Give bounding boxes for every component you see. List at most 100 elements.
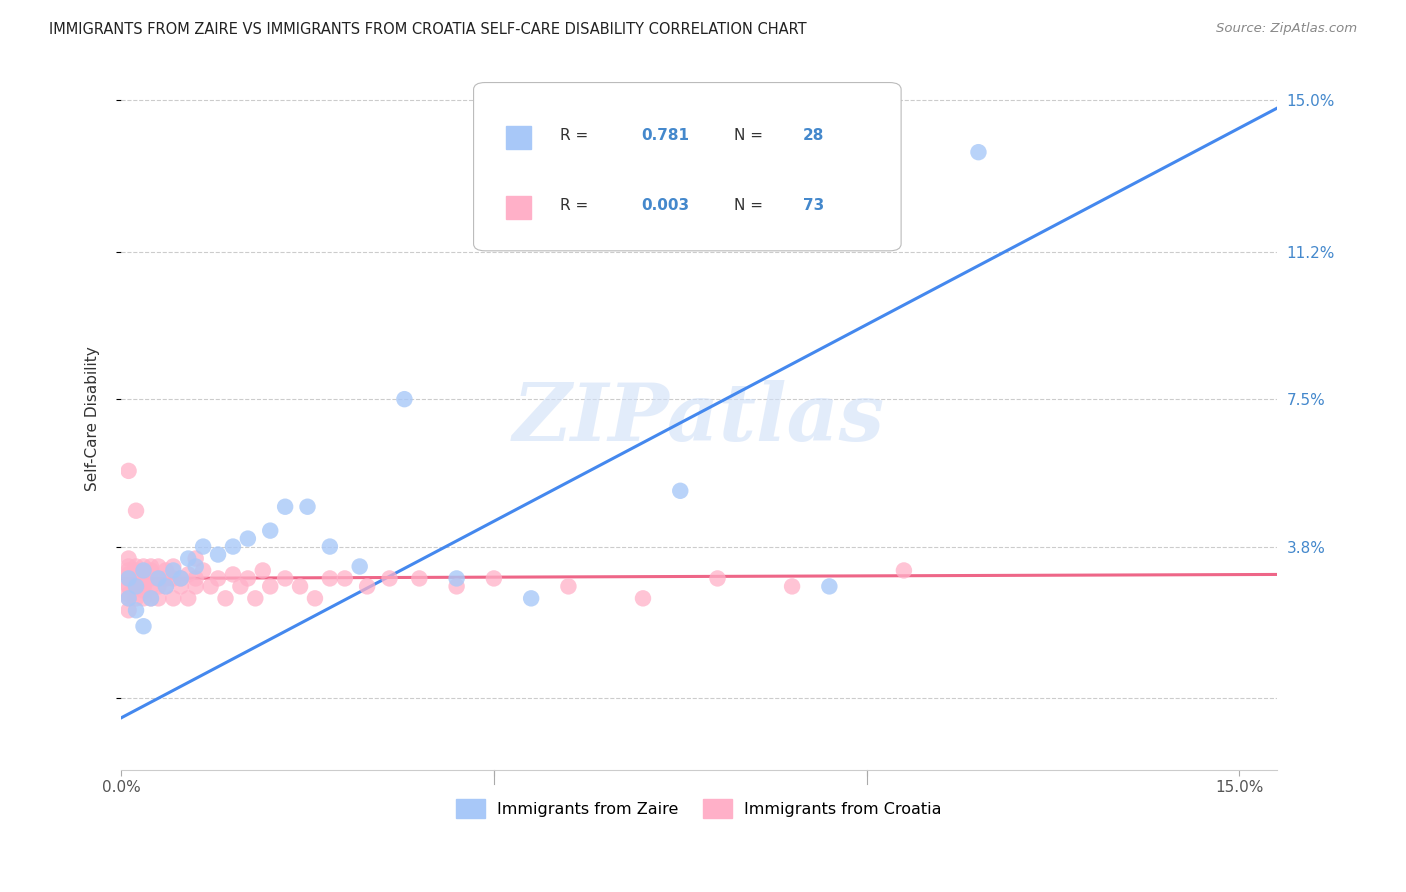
Point xyxy=(177,551,200,566)
Text: N =: N = xyxy=(734,198,768,212)
Point xyxy=(780,579,803,593)
Point xyxy=(117,591,139,606)
Point xyxy=(162,559,184,574)
Point xyxy=(229,579,252,593)
Point xyxy=(631,591,654,606)
Point xyxy=(214,591,236,606)
Point xyxy=(117,579,139,593)
Point xyxy=(222,540,245,554)
Point xyxy=(132,571,155,585)
Point xyxy=(236,532,259,546)
Point xyxy=(191,540,214,554)
Point xyxy=(125,564,148,578)
Point xyxy=(349,559,371,574)
FancyBboxPatch shape xyxy=(474,83,901,251)
Point xyxy=(967,145,990,160)
Point xyxy=(162,571,184,585)
Point xyxy=(148,579,170,593)
Text: 28: 28 xyxy=(803,128,824,143)
Point xyxy=(222,567,245,582)
Point xyxy=(132,591,155,606)
Point xyxy=(139,564,162,578)
Point xyxy=(200,579,222,593)
Point xyxy=(408,571,430,585)
Text: 0.781: 0.781 xyxy=(641,128,689,143)
Point xyxy=(259,579,281,593)
Point xyxy=(184,559,207,574)
Point xyxy=(155,564,177,578)
Text: 73: 73 xyxy=(803,198,824,212)
Point xyxy=(155,571,177,585)
Bar xyxy=(506,196,531,219)
Point xyxy=(117,571,139,585)
Point xyxy=(155,579,177,593)
Point xyxy=(125,571,148,585)
Text: 0.003: 0.003 xyxy=(641,198,689,212)
Text: R =: R = xyxy=(560,128,593,143)
Point xyxy=(252,564,274,578)
Text: R =: R = xyxy=(560,198,593,212)
Point xyxy=(319,540,342,554)
Point xyxy=(207,548,229,562)
Point xyxy=(162,591,184,606)
Point xyxy=(669,483,692,498)
Point xyxy=(184,551,207,566)
Point xyxy=(125,579,148,593)
Point xyxy=(394,392,416,406)
Point xyxy=(148,591,170,606)
Point xyxy=(184,579,207,593)
Point xyxy=(117,579,139,593)
Point xyxy=(557,579,579,593)
Point xyxy=(446,571,468,585)
Point xyxy=(125,567,148,582)
Point xyxy=(297,500,319,514)
Point xyxy=(706,571,728,585)
Point xyxy=(245,591,267,606)
Point xyxy=(191,564,214,578)
Point xyxy=(274,500,297,514)
Point xyxy=(356,579,378,593)
Point xyxy=(818,579,841,593)
Point xyxy=(482,571,505,585)
Point xyxy=(155,579,177,593)
Point xyxy=(132,583,155,598)
Point xyxy=(117,567,139,582)
Point xyxy=(177,591,200,606)
Point xyxy=(274,571,297,585)
Point xyxy=(162,564,184,578)
Point xyxy=(117,571,139,585)
Point xyxy=(333,571,356,585)
Point xyxy=(139,591,162,606)
Point xyxy=(236,571,259,585)
Point xyxy=(446,579,468,593)
Point xyxy=(125,591,148,606)
Point xyxy=(117,591,139,606)
Point xyxy=(125,579,148,593)
Point xyxy=(117,587,139,601)
Point xyxy=(132,579,155,593)
Point xyxy=(288,579,311,593)
Point xyxy=(139,571,162,585)
Point xyxy=(148,559,170,574)
Text: Source: ZipAtlas.com: Source: ZipAtlas.com xyxy=(1216,22,1357,36)
Point xyxy=(259,524,281,538)
Point xyxy=(117,564,139,578)
Point xyxy=(117,464,139,478)
Point xyxy=(170,579,193,593)
Point xyxy=(139,591,162,606)
Point xyxy=(304,591,326,606)
Y-axis label: Self-Care Disability: Self-Care Disability xyxy=(86,347,100,491)
Point xyxy=(177,567,200,582)
Point xyxy=(125,504,148,518)
Legend: Immigrants from Zaire, Immigrants from Croatia: Immigrants from Zaire, Immigrants from C… xyxy=(450,792,948,825)
Point xyxy=(148,571,170,585)
Point xyxy=(184,571,207,585)
Point xyxy=(132,567,155,582)
Text: N =: N = xyxy=(734,128,768,143)
Point xyxy=(117,551,139,566)
Point xyxy=(117,559,139,574)
Point xyxy=(207,571,229,585)
Point xyxy=(125,559,148,574)
Point xyxy=(378,571,401,585)
Point xyxy=(139,559,162,574)
